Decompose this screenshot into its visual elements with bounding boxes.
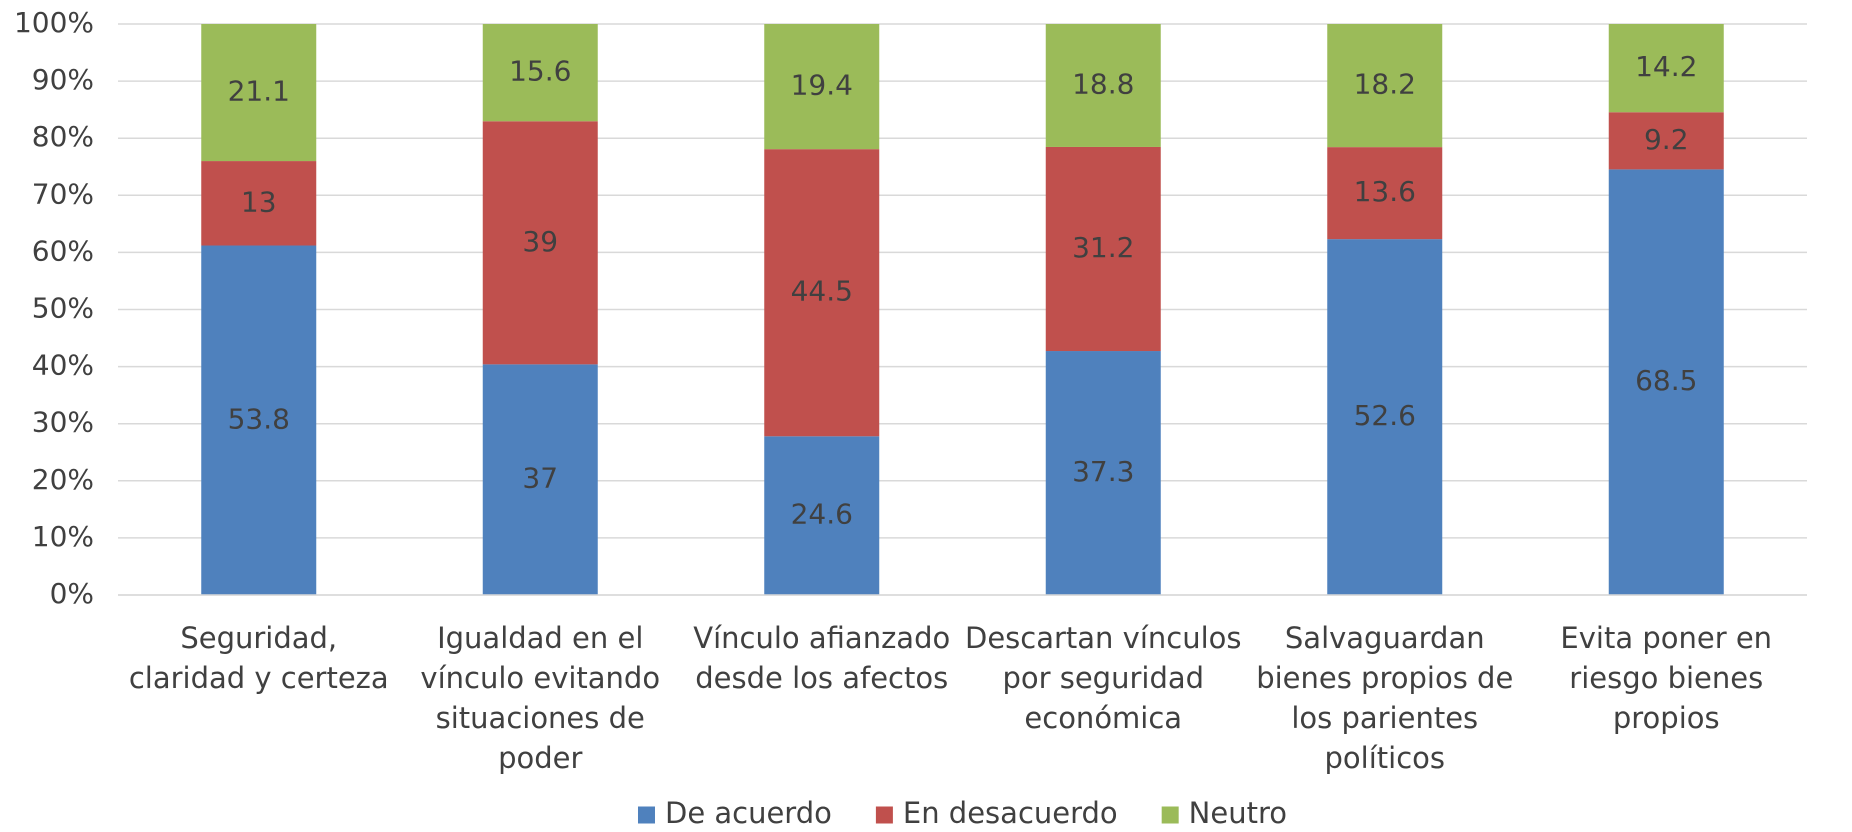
bar-segment bbox=[482, 364, 598, 595]
data-label: 37 bbox=[522, 462, 558, 495]
y-tick-label: 50% bbox=[32, 292, 94, 325]
bar-segment bbox=[1045, 146, 1161, 352]
bar-segment bbox=[764, 436, 880, 595]
bar-segment bbox=[1327, 239, 1443, 595]
bar-segment bbox=[764, 24, 880, 150]
bar-segment bbox=[764, 149, 880, 437]
legend-label: En desacuerdo bbox=[903, 796, 1118, 830]
legend-swatch bbox=[637, 806, 655, 824]
bar-segment bbox=[1608, 112, 1724, 170]
y-tick-label: 0% bbox=[50, 577, 94, 610]
data-label: 13 bbox=[241, 185, 277, 218]
data-label: 18.8 bbox=[1072, 67, 1134, 100]
data-label: 19.4 bbox=[791, 69, 853, 102]
x-tick-label: Evita poner en riesgo bienes propios bbox=[1560, 621, 1773, 735]
legend-swatch bbox=[875, 806, 893, 824]
x-tick-label: Igualdad en el vínculo evitando situacio… bbox=[420, 621, 661, 775]
y-tick-label: 100% bbox=[14, 6, 94, 39]
legend-label: Neutro bbox=[1189, 796, 1287, 830]
bar-segment bbox=[1608, 169, 1724, 596]
bar-segment bbox=[1045, 24, 1161, 147]
bar-segment bbox=[1327, 24, 1443, 148]
data-label: 9.2 bbox=[1644, 123, 1689, 156]
bar-segment bbox=[1045, 351, 1161, 595]
bar-segment bbox=[201, 24, 317, 162]
x-tick-label: Vínculo afianzado desde los afectos bbox=[693, 621, 951, 695]
bar-segment bbox=[201, 161, 317, 246]
y-tick-label: 20% bbox=[32, 463, 94, 496]
data-label: 44.5 bbox=[791, 275, 853, 308]
data-label: 31.2 bbox=[1072, 231, 1134, 264]
y-tick-label: 40% bbox=[32, 349, 94, 382]
bar-segment bbox=[482, 121, 598, 365]
y-tick-label: 10% bbox=[32, 520, 94, 553]
data-label: 53.8 bbox=[228, 402, 290, 435]
y-tick-label: 70% bbox=[32, 177, 94, 210]
x-tick-label: Salvaguardan bienes propios de los parie… bbox=[1256, 621, 1514, 775]
data-label: 39 bbox=[522, 225, 558, 258]
bar-segment bbox=[482, 24, 598, 122]
x-tick-label: Descartan vínculos por seguridad económi… bbox=[965, 621, 1242, 735]
data-label: 18.2 bbox=[1354, 68, 1416, 101]
x-tick-label: Seguridad, claridad y certeza bbox=[128, 621, 389, 695]
legend-swatch bbox=[1161, 806, 1179, 824]
y-tick-label: 90% bbox=[32, 63, 94, 96]
data-label: 15.6 bbox=[509, 55, 571, 88]
data-label: 52.6 bbox=[1354, 399, 1416, 432]
data-label: 21.1 bbox=[228, 75, 290, 108]
data-label: 24.6 bbox=[791, 498, 853, 531]
data-label: 13.6 bbox=[1354, 175, 1416, 208]
y-tick-label: 80% bbox=[32, 120, 94, 153]
bar-segment bbox=[1327, 147, 1443, 240]
data-label: 37.3 bbox=[1072, 455, 1134, 488]
y-tick-label: 60% bbox=[32, 234, 94, 267]
y-tick-label: 30% bbox=[32, 406, 94, 439]
data-label: 68.5 bbox=[1635, 364, 1697, 397]
legend-label: De acuerdo bbox=[665, 796, 832, 830]
bar-segment bbox=[1608, 24, 1724, 113]
data-label: 14.2 bbox=[1635, 50, 1697, 83]
bar-segment bbox=[201, 245, 317, 595]
